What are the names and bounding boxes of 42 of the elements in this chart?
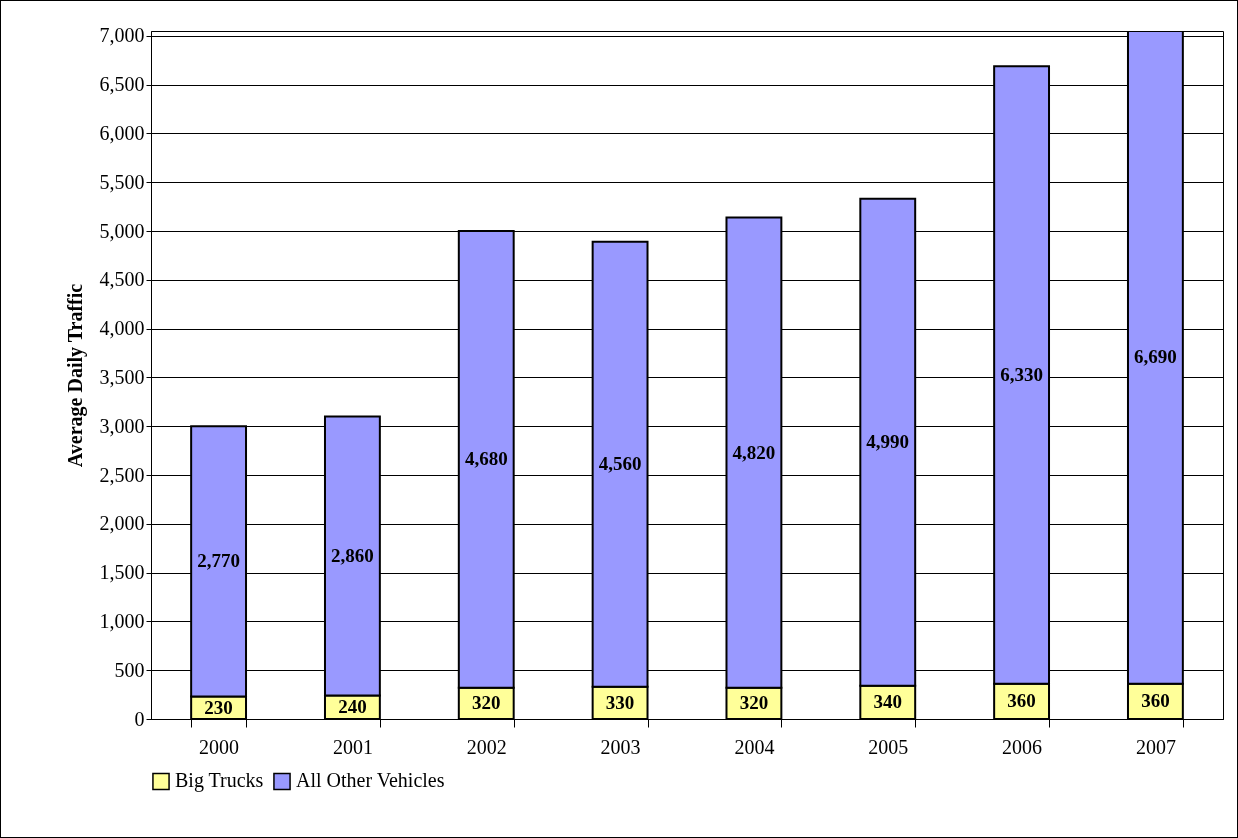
data-label: 4,560 xyxy=(598,453,642,475)
y-tick-label: 3,500 xyxy=(99,365,145,388)
x-tick-label: 2006 xyxy=(1002,735,1043,758)
data-label: 360 xyxy=(1141,690,1170,712)
y-tick-label: 5,500 xyxy=(99,170,145,193)
x-tick-label: 2000 xyxy=(199,735,240,758)
x-tick-label: 2003 xyxy=(600,735,641,758)
data-label: 330 xyxy=(605,691,635,713)
y-tick-label: 4,000 xyxy=(99,317,145,340)
data-label: 360 xyxy=(1007,690,1036,712)
y-tick-label: 2,500 xyxy=(99,463,145,486)
data-label: 4,990 xyxy=(866,431,910,453)
y-tick-label: 6,500 xyxy=(99,73,145,96)
data-label: 4,820 xyxy=(732,441,776,463)
y-tick-label: 500 xyxy=(114,658,145,681)
data-label: 320 xyxy=(739,692,769,714)
legend-label: All Other Vehicles xyxy=(296,769,445,792)
y-axis-title: Average Daily Traffic xyxy=(63,283,87,468)
y-tick-label: 3,000 xyxy=(99,414,145,437)
y-tick-label: 7,000 xyxy=(99,24,145,47)
x-tick-label: 2005 xyxy=(868,735,909,758)
data-label: 6,690 xyxy=(1134,346,1177,368)
x-tick-label: 2004 xyxy=(734,735,775,758)
y-tick-label: 1,500 xyxy=(99,561,145,584)
y-tick-label: 6,000 xyxy=(99,121,145,144)
y-tick-label: 4,500 xyxy=(99,268,145,291)
data-label: 4,680 xyxy=(464,448,508,470)
x-tick-label: 2002 xyxy=(466,735,507,758)
data-label: 320 xyxy=(472,692,501,714)
data-label: 2,770 xyxy=(197,550,240,572)
data-label: 6,330 xyxy=(1000,364,1043,385)
y-tick-label: 5,000 xyxy=(99,219,145,242)
data-label: 240 xyxy=(338,696,367,718)
y-tick-label: 1,000 xyxy=(99,609,145,632)
x-tick-label: 2007 xyxy=(1135,735,1176,758)
legend-label: Big Trucks xyxy=(175,769,264,793)
y-tick-label: 2,000 xyxy=(99,512,145,535)
data-label: 340 xyxy=(873,691,902,713)
data-label: 230 xyxy=(204,696,233,718)
x-tick-label: 2001 xyxy=(332,735,373,758)
y-tick-label: 0 xyxy=(134,707,145,730)
data-label: 2,860 xyxy=(331,545,374,567)
